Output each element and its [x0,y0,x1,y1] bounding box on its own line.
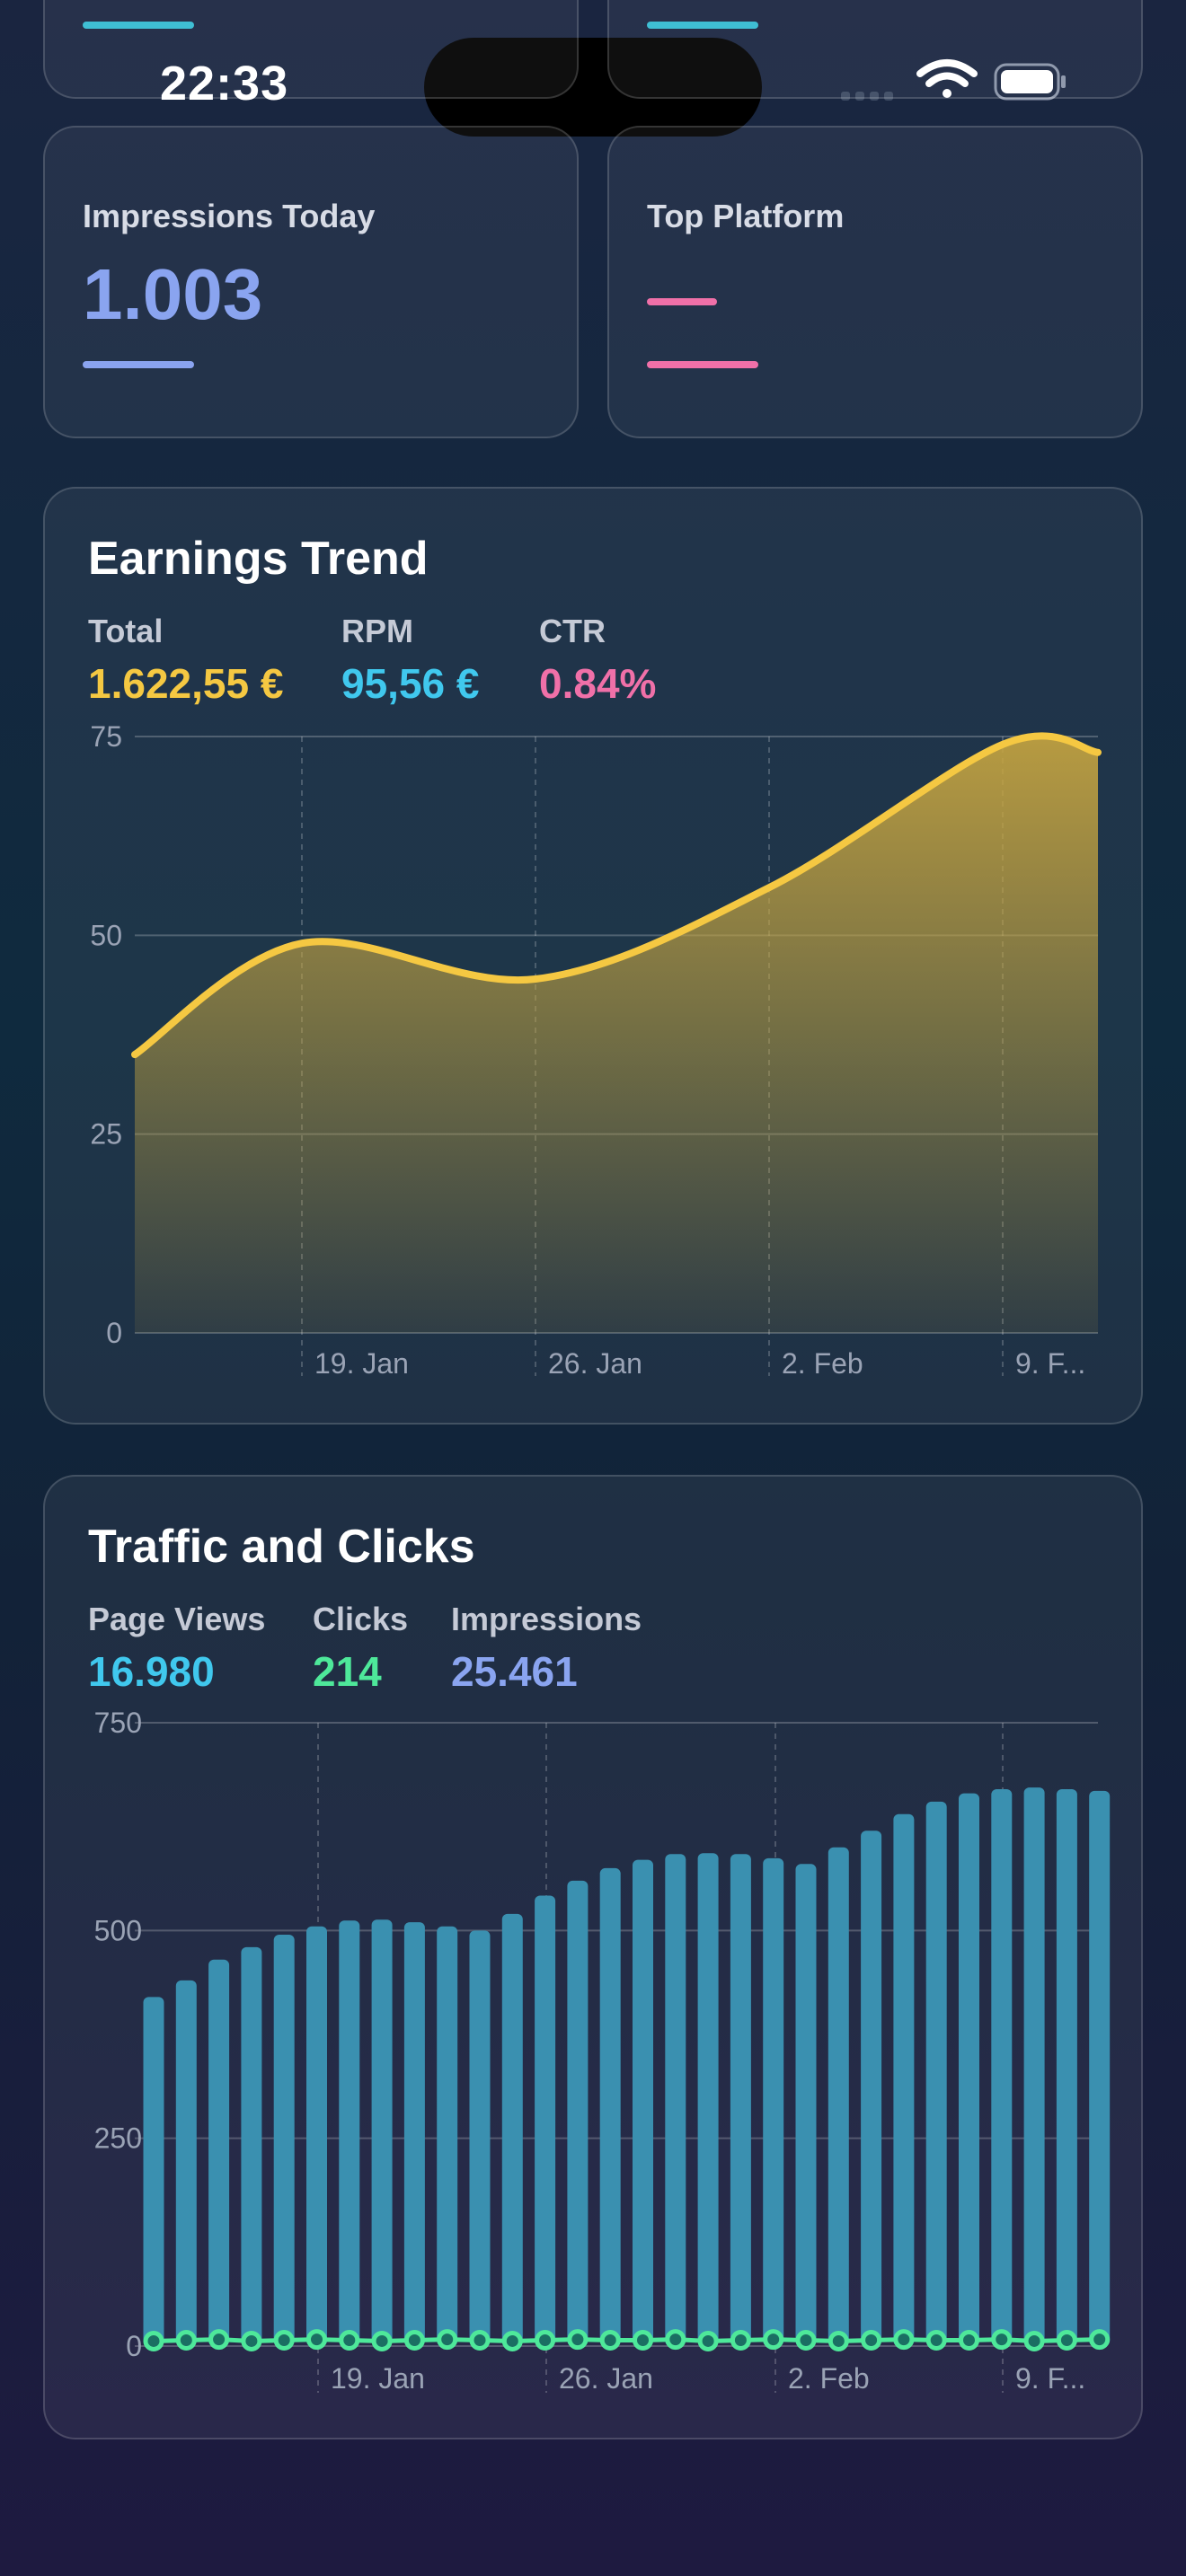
metric-rpm-label: RPM [341,613,413,649]
stat-card-partial-left [43,0,579,99]
metric-rpm-value: 95,56 € [341,660,480,707]
cellular-signal-icon [841,92,893,101]
stat-card-partial-right [607,0,1143,99]
accent-bar [83,361,194,368]
metric-clicks-label: Clicks [313,1601,409,1637]
traffic-title: Traffic and Clicks [88,1521,475,1573]
traffic-clicks-card: Traffic and Clicks Page Views 16.980 Cli… [43,1475,1143,2439]
metric-ctr-label: CTR [539,613,606,649]
battery-icon [994,63,1066,101]
metric-total-value: 1.622,55 € [88,660,284,707]
earnings-title: Earnings Trend [88,533,429,585]
status-icons [841,59,1066,101]
impressions-today-label: Impressions Today [83,198,376,234]
top-platform-placeholder [647,298,717,305]
earnings-trend-card: Earnings Trend Total 1.622,55 € RPM 95,5… [43,487,1143,1425]
metric-pageviews-label: Page Views [88,1601,266,1637]
metric-pageviews-value: 16.980 [88,1648,215,1695]
dynamic-island [424,38,762,137]
impressions-today-value: 1.003 [83,254,263,334]
status-bar: 22:33 [0,0,1186,171]
metric-clicks-value: 214 [313,1648,382,1695]
top-platform-card[interactable]: Top Platform [607,126,1143,438]
accent-bar [647,22,758,29]
impressions-today-card[interactable]: Impressions Today 1.003 [43,126,579,438]
top-platform-label: Top Platform [647,198,845,234]
status-time: 22:33 [160,57,289,110]
metric-total-label: Total [88,613,164,649]
metric-impressions-value: 25.461 [451,1648,578,1695]
metric-ctr-value: 0.84% [539,660,657,707]
wifi-icon [916,59,978,98]
metric-impressions-label: Impressions [451,1601,642,1637]
accent-bar [647,361,758,368]
accent-bar [83,22,194,29]
